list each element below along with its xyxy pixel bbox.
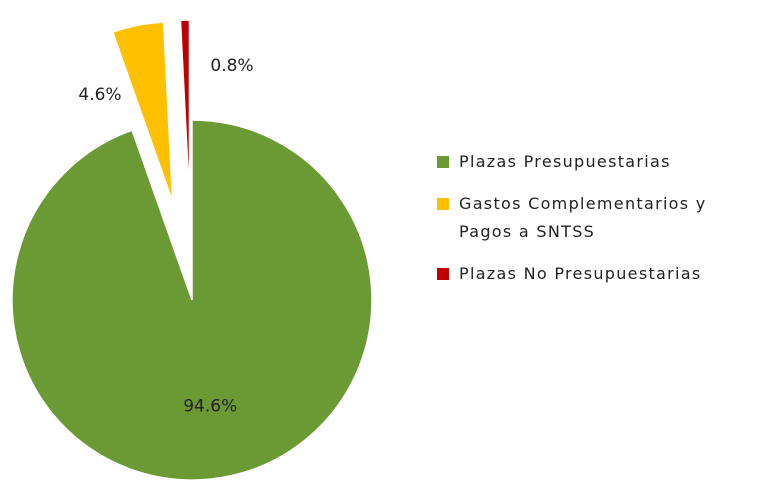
- data-label: 0.8%: [210, 56, 253, 76]
- pie-slice: [179, 19, 191, 201]
- legend-item: Gastos Complementarios y Pagos a SNTSS: [437, 190, 759, 246]
- legend-label: Gastos Complementarios y Pagos a SNTSS: [459, 194, 707, 241]
- legend-swatch: [437, 156, 449, 168]
- pie-slice: [111, 21, 174, 203]
- legend-label: Plazas Presupuestarias: [459, 152, 671, 171]
- data-label: 4.6%: [78, 85, 121, 105]
- legend-item: Plazas No Presupuestarias: [437, 260, 759, 288]
- data-label: 94.6%: [183, 396, 237, 416]
- legend-label: Plazas No Presupuestarias: [459, 264, 702, 283]
- legend: Plazas Presupuestarias Gastos Complementa…: [437, 148, 757, 302]
- legend-swatch: [437, 268, 449, 280]
- legend-item: Plazas Presupuestarias: [437, 148, 759, 176]
- legend-swatch: [437, 198, 449, 210]
- pie-slice: [11, 119, 373, 481]
